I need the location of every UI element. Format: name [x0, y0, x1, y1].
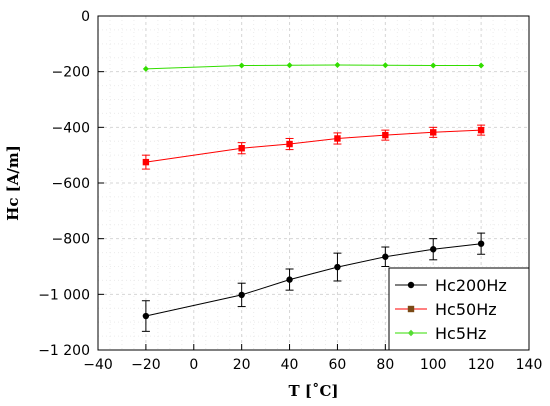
x-tick-label: −20: [131, 357, 161, 373]
data-point: [334, 61, 341, 68]
data-point: [142, 312, 150, 320]
data-point: [238, 145, 245, 152]
x-tick-label: −40: [83, 357, 113, 373]
data-point: [382, 253, 389, 260]
y-tick-label: −600: [52, 176, 90, 192]
series-Hc5Hz: [142, 61, 485, 72]
data-point: [477, 126, 485, 134]
legend-marker: [407, 329, 415, 337]
x-tick-label: 40: [281, 357, 299, 373]
x-tick-label: 20: [233, 357, 251, 373]
data-point: [142, 158, 150, 166]
data-point: [286, 276, 293, 283]
y-tick-label: −400: [52, 120, 90, 136]
data-point: [238, 291, 245, 299]
legend-marker: [407, 281, 415, 289]
y-tick-label: −800: [52, 232, 90, 248]
legend-label: Hc5Hz: [435, 324, 486, 343]
series-Hc200Hz: [141, 232, 486, 332]
x-tick-labels: −40 −20 0 20 40 60 80 100 120 140: [83, 357, 542, 373]
x-tick-label: 80: [376, 357, 394, 373]
y-tick-label: −1 000: [38, 287, 90, 303]
data-point: [334, 263, 341, 271]
data-point: [382, 131, 389, 139]
y-tick-label: 0: [81, 9, 90, 25]
data-point: [286, 140, 293, 148]
x-axis-title: T [˚C]: [288, 382, 338, 400]
legend: Hc200Hz Hc50Hz Hc5Hz: [388, 267, 530, 351]
data-point: [142, 65, 149, 72]
legend-label: Hc50Hz: [435, 300, 497, 319]
x-tick-label: 100: [420, 357, 447, 373]
x-tick-label: 120: [468, 357, 495, 373]
x-tick-label: 0: [189, 357, 198, 373]
data-point: [430, 62, 437, 69]
series-layer: [141, 61, 486, 332]
data-point: [334, 135, 341, 142]
data-point: [382, 62, 389, 69]
data-point: [430, 129, 437, 136]
y-tick-label: −200: [52, 65, 90, 81]
data-point: [478, 62, 485, 69]
data-point: [430, 246, 437, 253]
y-tick-labels: 0 −200 −400 −600 −800 −1 000 −1 200: [38, 9, 90, 359]
data-point: [477, 240, 485, 247]
x-tick-label: 60: [329, 357, 347, 373]
legend-marker: [407, 305, 415, 313]
series-Hc50Hz: [141, 124, 486, 170]
data-point: [238, 62, 245, 69]
y-axis-title: Hc [A/m]: [4, 145, 22, 221]
data-point: [286, 62, 293, 69]
legend-label: Hc200Hz: [435, 276, 507, 295]
x-tick-label: 140: [516, 357, 543, 373]
y-tick-label: −1 200: [38, 343, 90, 359]
